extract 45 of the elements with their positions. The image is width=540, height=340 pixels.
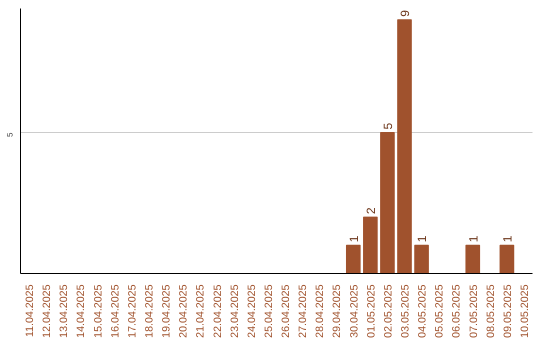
x-tick-label: 25.04.2025 [262, 284, 275, 338]
x-tick-label: 04.05.2025 [416, 284, 429, 338]
x-tick-label: 07.05.2025 [468, 284, 480, 338]
x-tick-label: 13.04.2025 [58, 284, 70, 338]
data-label: 1 [415, 235, 430, 242]
x-tick-label: 26.04.2025 [280, 284, 292, 338]
bar [380, 132, 395, 274]
bar [363, 216, 378, 274]
x-tick-label: 12.04.2025 [41, 284, 54, 338]
data-label: 1 [346, 235, 361, 242]
x-tick-label: 19.04.2025 [160, 284, 173, 338]
x-tick-label: 24.04.2025 [246, 284, 258, 338]
ref-line-label: 5 [6, 132, 14, 137]
x-tick-label: 20.04.2025 [178, 284, 190, 338]
x-tick-label: 02.05.2025 [382, 284, 394, 338]
x-tick-label: 16.04.2025 [109, 284, 122, 338]
data-label: 1 [500, 235, 514, 242]
x-tick-label: 06.05.2025 [450, 284, 463, 338]
x-tick-label: 10.05.2025 [518, 284, 531, 338]
x-tick-label: 22.04.2025 [212, 284, 224, 338]
x-tick-label: 09.05.2025 [502, 284, 514, 338]
bar [500, 244, 514, 274]
bar [397, 19, 412, 274]
x-tick-label: 30.04.2025 [348, 284, 360, 338]
x-tick-label: 28.04.2025 [314, 284, 326, 338]
data-label: 2 [364, 207, 378, 214]
x-tick-label: 08.05.2025 [484, 284, 497, 338]
x-tick-label: 05.05.2025 [434, 284, 446, 338]
data-label: 9 [398, 10, 412, 17]
x-tick-label: 03.05.2025 [400, 284, 412, 338]
x-tick-label: 23.04.2025 [228, 284, 241, 338]
x-tick-label: 18.04.2025 [144, 284, 156, 338]
data-label: 1 [466, 235, 480, 242]
x-tick-label: 14.04.2025 [75, 284, 88, 338]
x-tick-label: 15.04.2025 [92, 284, 104, 338]
x-tick-label: 29.04.2025 [331, 284, 344, 338]
bar [414, 244, 429, 274]
x-tick-label: 17.04.2025 [126, 284, 138, 338]
x-tick-label: 21.04.2025 [194, 284, 207, 338]
data-label: 5 [380, 122, 395, 130]
x-tick-label: 27.04.2025 [297, 284, 310, 338]
x-tick-label: 01.05.2025 [365, 284, 378, 338]
x-tick-label: 11.04.2025 [24, 284, 36, 338]
bar [465, 244, 480, 274]
bar [346, 244, 361, 274]
